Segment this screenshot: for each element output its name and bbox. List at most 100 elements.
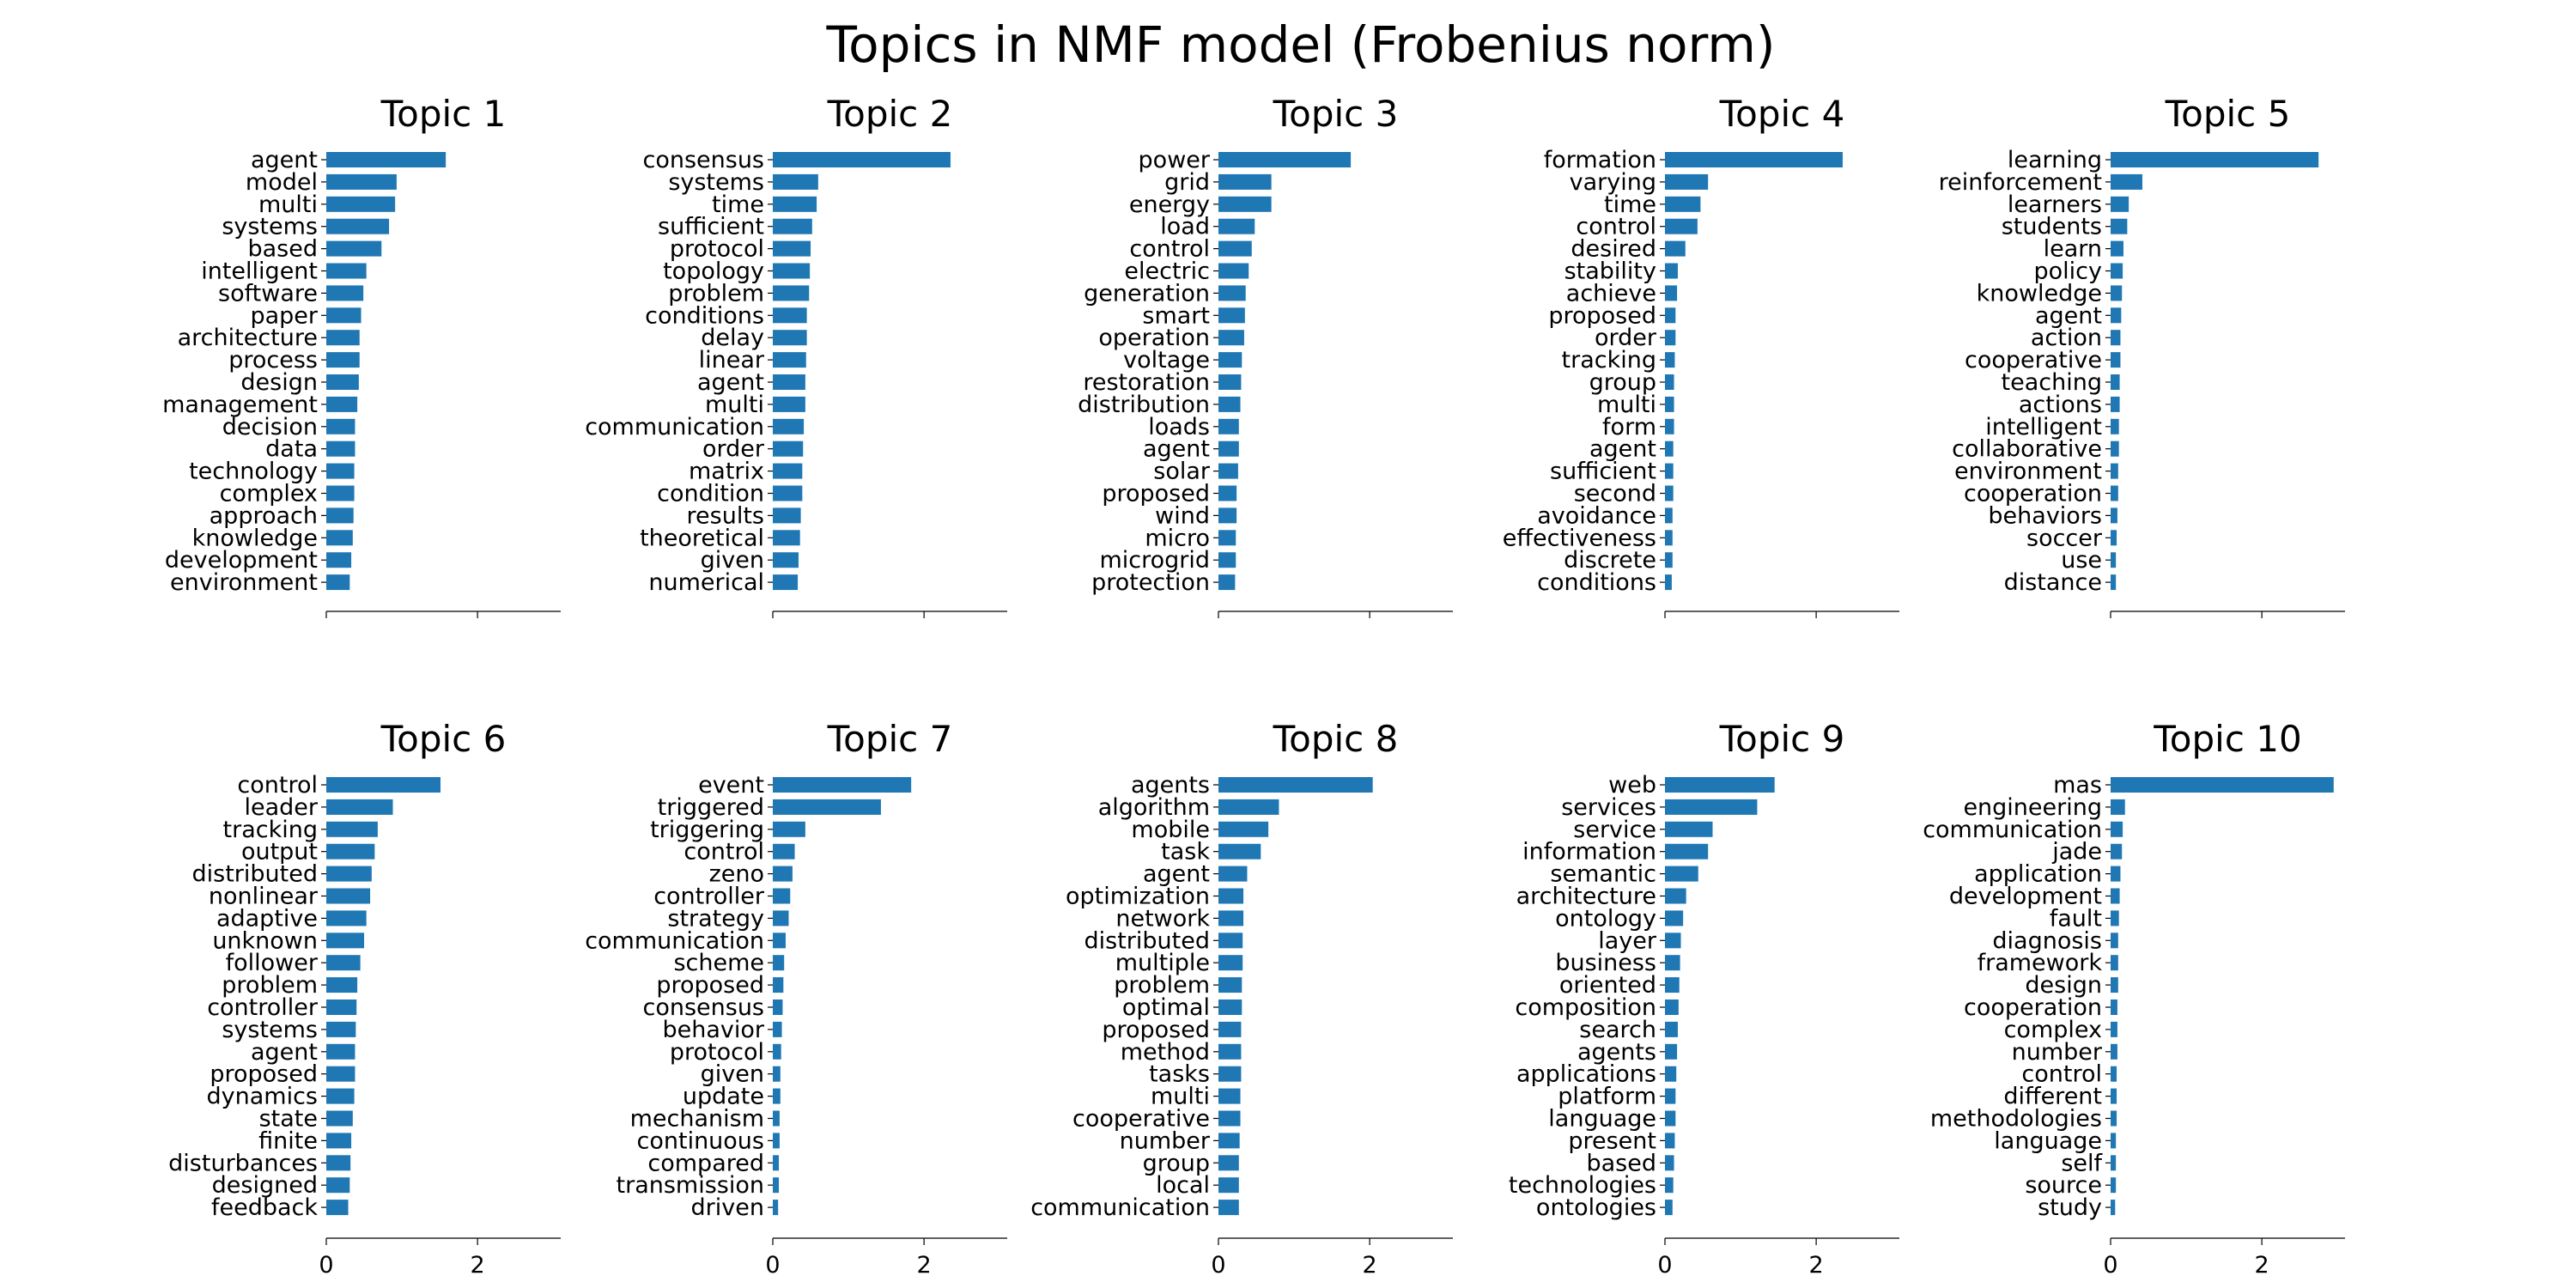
y-tick-label: search	[1579, 1017, 1656, 1043]
y-tick-label: agents	[1577, 1039, 1656, 1066]
y-tick-label: optimization	[1066, 884, 1210, 910]
bar	[2111, 1043, 2117, 1060]
bar	[2111, 777, 2334, 793]
bar	[326, 1177, 350, 1194]
bar	[326, 152, 447, 167]
bar	[326, 1066, 355, 1082]
y-tick-label: form	[1602, 414, 1656, 440]
y-tick-label: energy	[1129, 191, 1210, 218]
bar	[1665, 1177, 1674, 1194]
bar	[1218, 977, 1242, 993]
bar	[1218, 843, 1261, 860]
bar	[326, 1155, 351, 1171]
bar	[326, 888, 371, 904]
y-tick-label: communication	[1923, 817, 2102, 843]
bar	[1665, 240, 1686, 257]
y-tick-label: load	[1160, 214, 1210, 240]
bar	[326, 866, 372, 882]
y-tick-label: triggered	[658, 794, 764, 821]
bar	[773, 910, 789, 927]
bar	[2111, 530, 2117, 546]
bar	[1665, 285, 1678, 301]
bar	[1218, 1177, 1239, 1194]
y-tick-label: controller	[207, 994, 319, 1021]
y-tick-label: control	[1576, 214, 1656, 240]
y-tick-label: given	[701, 1061, 764, 1088]
y-tick-label: micro	[1145, 525, 1210, 551]
y-tick-label: ontology	[1555, 905, 1656, 932]
subplot-4: Topic 4 formationvaryingtimecontroldesire…	[1503, 93, 1899, 618]
bar	[773, 1155, 780, 1171]
y-tick-label: teaching	[2002, 369, 2102, 396]
bar	[1218, 933, 1243, 949]
y-tick-label: approach	[210, 502, 318, 529]
y-tick-label: development	[165, 547, 318, 574]
y-tick-label: architecture	[1516, 884, 1656, 910]
bar	[2111, 396, 2120, 412]
bar	[1665, 777, 1775, 793]
y-tick-label: matrix	[689, 459, 764, 485]
y-tick-label: collaborative	[1952, 436, 2102, 463]
bar	[1665, 396, 1674, 412]
bar	[2111, 821, 2123, 837]
y-tick-label: leader	[244, 794, 318, 821]
bar	[326, 999, 357, 1015]
y-tick-label: platform	[1558, 1084, 1656, 1110]
bar	[773, 530, 800, 546]
subplot-title: Topic 7	[827, 718, 953, 760]
bar	[2111, 888, 2120, 904]
y-tick-label: design	[2025, 972, 2102, 999]
y-tick-label: electric	[1124, 258, 1210, 285]
y-tick-label: protocol	[670, 236, 764, 263]
bar	[2111, 552, 2117, 568]
bar	[1218, 1043, 1242, 1060]
y-tick-label: self	[2061, 1150, 2103, 1176]
y-tick-label: zeno	[709, 861, 764, 888]
bar	[326, 330, 360, 346]
y-tick-label: agent	[1143, 861, 1210, 888]
y-tick-label: agent	[1589, 436, 1656, 463]
y-tick-label: topology	[663, 258, 764, 285]
bar	[2111, 218, 2128, 234]
y-tick-label: environment	[1954, 459, 2102, 485]
bar	[2111, 1021, 2117, 1037]
y-tick-label: applications	[1516, 1061, 1656, 1088]
bar	[326, 418, 355, 434]
bar	[773, 1110, 780, 1127]
bar	[1218, 1155, 1239, 1171]
y-tick-label: loads	[1148, 414, 1210, 440]
bar	[773, 463, 803, 479]
bar	[2111, 1066, 2117, 1082]
bar	[1665, 307, 1676, 324]
bar	[1218, 999, 1242, 1015]
y-tick-label: formation	[1544, 147, 1656, 173]
y-tick-label: management	[162, 392, 318, 418]
bar	[1665, 999, 1679, 1015]
bar	[773, 1088, 781, 1104]
y-tick-label: agent	[251, 1039, 318, 1066]
subplot-6: Topic 6 controlleadertrackingoutputdistri…	[168, 718, 561, 1279]
y-tick-label: control	[2021, 1061, 2102, 1088]
y-tick-label: order	[1595, 325, 1657, 351]
bar	[773, 1043, 781, 1060]
y-tick-label: proposed	[1548, 302, 1656, 329]
bar	[2111, 955, 2118, 971]
bar	[1665, 1021, 1678, 1037]
bar	[773, 552, 799, 568]
y-tick-label: control	[237, 772, 318, 799]
bar	[773, 330, 807, 346]
y-tick-label: development	[1949, 884, 2102, 910]
y-tick-label: given	[701, 547, 764, 574]
y-tick-label: dynamics	[207, 1084, 319, 1110]
y-tick-label: agent	[251, 147, 318, 173]
bar	[1665, 1088, 1676, 1104]
y-tick-label: time	[712, 191, 764, 218]
y-tick-label: power	[1139, 147, 1211, 173]
y-tick-label: multi	[705, 392, 764, 418]
subplot-8: Topic 8agentsalgorithmmobiletaskagentopt…	[1030, 718, 1453, 1279]
bar	[2111, 507, 2117, 524]
y-tick-label: conditions	[1537, 569, 1656, 596]
y-tick-label: number	[1120, 1127, 1211, 1154]
y-tick-label: control	[683, 839, 764, 866]
x-tick-label: 2	[1809, 1252, 1824, 1279]
